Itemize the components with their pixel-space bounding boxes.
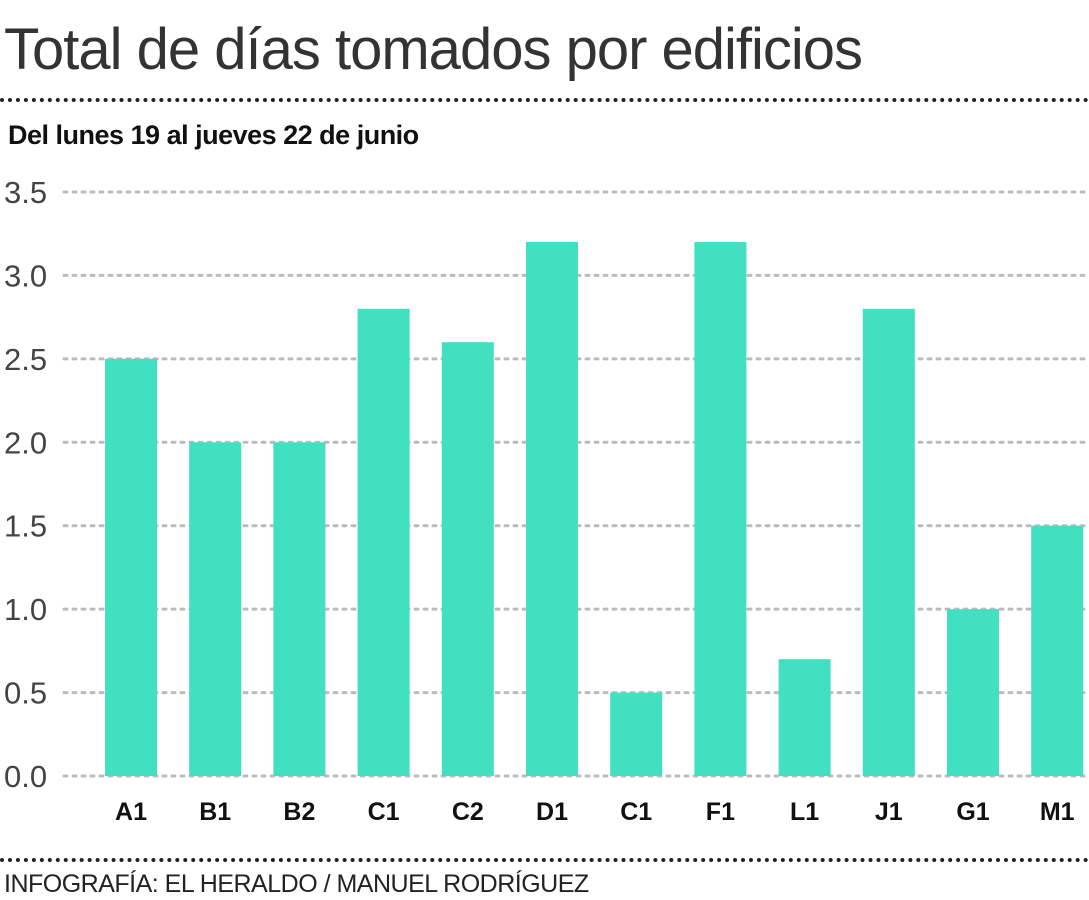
- y-tick-label: 2.5: [4, 342, 47, 377]
- bar: [189, 442, 242, 776]
- x-tick-label: F1: [706, 798, 735, 826]
- x-tick-label: B2: [283, 798, 315, 826]
- x-tick-label: D1: [536, 798, 568, 826]
- bar: [273, 442, 326, 776]
- bar: [105, 358, 157, 776]
- chart-subtitle: Del lunes 19 al jueves 22 de junio: [8, 120, 419, 150]
- bar: [778, 659, 831, 776]
- bar: [441, 342, 494, 776]
- y-tick-label: 1.5: [4, 509, 47, 544]
- bar-chart: 0.0 0.5 1.0 1.5 2.0 2.5 3.0 3.5 A1 B1 B2 C1 C2 D1 C1 F1…: [4, 175, 1089, 826]
- y-tick-label: 3.0: [4, 258, 47, 293]
- x-tick-label: B1: [199, 798, 231, 826]
- x-tick-label: G1: [956, 798, 989, 826]
- bar: [1031, 525, 1084, 776]
- bar: [694, 242, 747, 777]
- y-tick-label: 2.0: [4, 425, 47, 460]
- x-tick-label: C1: [368, 798, 400, 826]
- y-tick-label: 1.0: [4, 592, 47, 627]
- credit-line: INFOGRAFÍA: EL HERALDO / MANUEL RODRÍGUE…: [4, 870, 589, 898]
- bar: [357, 308, 410, 776]
- x-tick-label: C2: [452, 798, 484, 826]
- bar: [610, 692, 663, 776]
- y-tick-label: 0.5: [4, 676, 47, 711]
- chart-title: Total de días tomados por edificios: [4, 17, 863, 82]
- x-tick-label: L1: [790, 798, 819, 826]
- y-tick-label: 3.5: [4, 175, 47, 210]
- x-tick-label: C1: [620, 798, 652, 826]
- title-divider: [0, 98, 1089, 102]
- bar: [526, 242, 578, 777]
- bar: [947, 609, 999, 776]
- y-tick-label: 0.0: [4, 759, 47, 794]
- bar: [862, 308, 915, 776]
- x-tick-label: J1: [875, 798, 903, 826]
- x-tick-label: A1: [115, 798, 147, 826]
- footer-divider: [0, 858, 1089, 862]
- x-tick-label: M1: [1040, 798, 1075, 826]
